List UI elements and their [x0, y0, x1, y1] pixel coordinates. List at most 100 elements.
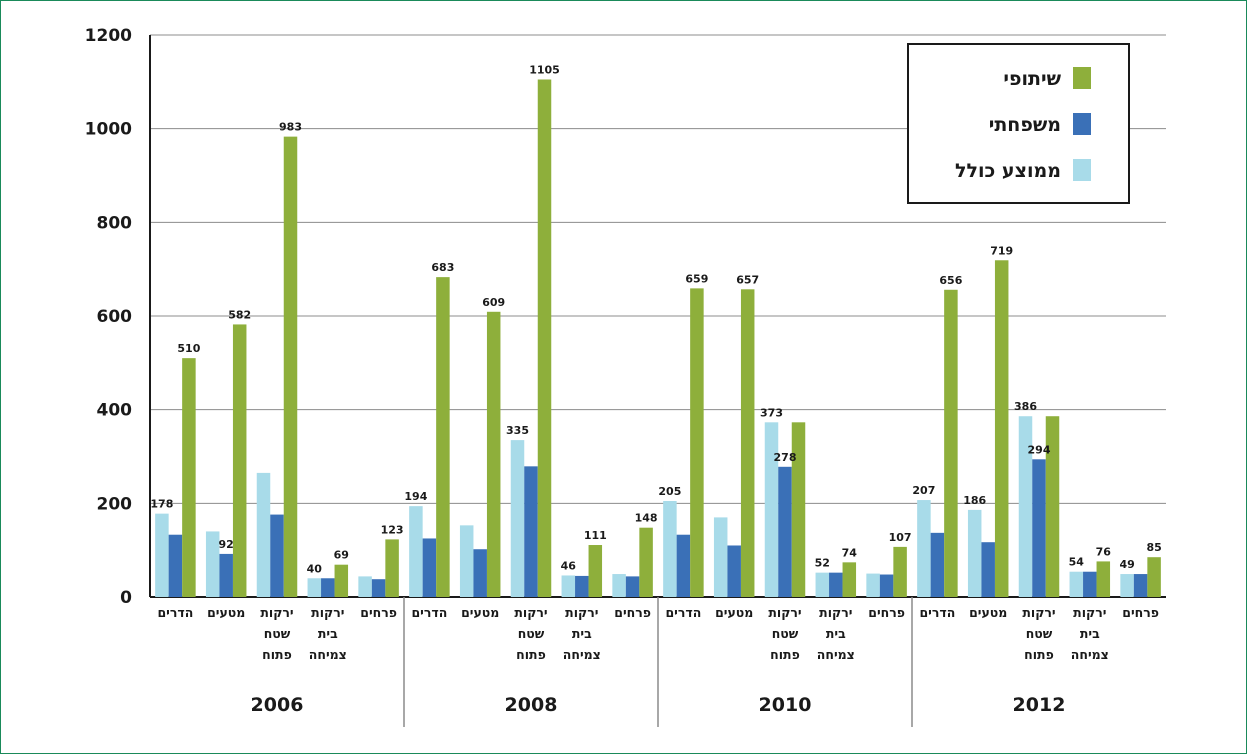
category-label: שטח [772, 626, 799, 641]
category-label: הדרים [157, 605, 193, 620]
category-label: הדרים [411, 605, 447, 620]
bar [256, 472, 271, 597]
category-label: בית [826, 626, 846, 641]
bar [815, 572, 830, 597]
category-label: שטח [1026, 626, 1053, 641]
data-label: 205 [658, 485, 681, 498]
data-label: 76 [1096, 545, 1112, 558]
data-label: 54 [1069, 556, 1085, 569]
data-label: 49 [1119, 558, 1134, 571]
y-tick-label: 600 [97, 307, 133, 327]
bar [1018, 416, 1033, 597]
legend-swatch [1073, 113, 1091, 135]
bar [713, 517, 728, 597]
category-label: ירקות [565, 605, 598, 620]
x-axis: הדרים מטעים ירקות שטח פתוח ירקות בית צמיחה פרחים… [157, 597, 1159, 727]
data-label: 1105 [529, 63, 560, 76]
bar [829, 572, 843, 597]
data-label: 683 [431, 261, 454, 274]
category-label: פתוח [770, 647, 800, 662]
bar [727, 545, 741, 597]
bar [842, 562, 857, 597]
legend-label: משפחתי [989, 114, 1061, 136]
y-tick-label: 1200 [85, 26, 132, 46]
bar [676, 534, 691, 597]
bar [930, 532, 945, 597]
legend: שיתופי משפחתי ממוצע כולל [907, 43, 1130, 204]
bar [690, 288, 704, 597]
bar [486, 311, 501, 597]
category-label: ירקות [311, 605, 344, 620]
group-year-label: 2010 [759, 694, 812, 716]
category-label: צמיחה [1071, 647, 1109, 662]
legend-label: ממוצע כולל [955, 160, 1061, 182]
y-tick-label: 1000 [85, 120, 132, 140]
category-label: פתוח [516, 647, 546, 662]
bar [385, 539, 399, 597]
category-label: ירקות [768, 605, 801, 620]
category-label: מטעים [969, 605, 1007, 620]
bar [409, 506, 423, 597]
data-label: 386 [1014, 400, 1037, 413]
bar [1120, 574, 1134, 597]
category-label: פרחים [868, 605, 905, 620]
category-label: שטח [264, 626, 291, 641]
bar [944, 289, 958, 597]
bar [510, 440, 525, 597]
category-label: צמיחה [817, 647, 855, 662]
bar [740, 289, 755, 597]
data-label: 85 [1146, 541, 1161, 554]
bar [182, 358, 196, 597]
bar [422, 538, 437, 597]
data-label: 111 [584, 529, 607, 542]
data-label: 278 [774, 451, 797, 464]
group-year-label: 2008 [505, 694, 558, 716]
bar [232, 324, 247, 597]
group-year-label: 2012 [1013, 694, 1066, 716]
data-label: 582 [228, 308, 251, 321]
bar [321, 578, 335, 597]
category-label: שטח [518, 626, 545, 641]
bar [967, 509, 982, 597]
bar [473, 549, 487, 597]
data-label: 656 [939, 274, 962, 287]
bar [612, 574, 626, 597]
data-label: 294 [1028, 443, 1051, 456]
y-tick-label: 800 [97, 213, 133, 233]
data-labels: 178 510 92 582 983 40 69 123 194 683 609 335 1105 46 1… [150, 63, 1161, 575]
category-label: ירקות [260, 605, 293, 620]
bar [764, 422, 779, 597]
data-label: 178 [150, 498, 173, 511]
data-label: 657 [736, 273, 759, 286]
bar [371, 579, 386, 597]
bar [778, 466, 792, 597]
category-label: מטעים [461, 605, 499, 620]
category-label: פרחים [360, 605, 397, 620]
data-label: 107 [889, 531, 912, 544]
bar [625, 576, 640, 597]
data-label: 148 [635, 512, 658, 525]
data-label: 123 [381, 523, 404, 536]
legend-swatch [1073, 67, 1091, 89]
data-label: 52 [815, 557, 830, 570]
data-label: 373 [760, 406, 783, 419]
bar [155, 513, 169, 597]
data-label: 510 [177, 342, 200, 355]
bar [1133, 574, 1148, 597]
y-tick-label: 0 [120, 588, 132, 608]
category-label: הדרים [919, 605, 955, 620]
category-label: בית [572, 626, 592, 641]
group-year-label: 2006 [251, 694, 304, 716]
bar [588, 545, 603, 597]
bar [575, 575, 589, 597]
bar [270, 514, 284, 597]
category-label: מטעים [715, 605, 753, 620]
bar [893, 546, 907, 597]
bar [1045, 416, 1060, 597]
category-label: ירקות [514, 605, 547, 620]
bar [1147, 557, 1161, 597]
data-label: 186 [963, 494, 986, 507]
data-label: 659 [685, 272, 708, 285]
category-label: הדרים [665, 605, 701, 620]
